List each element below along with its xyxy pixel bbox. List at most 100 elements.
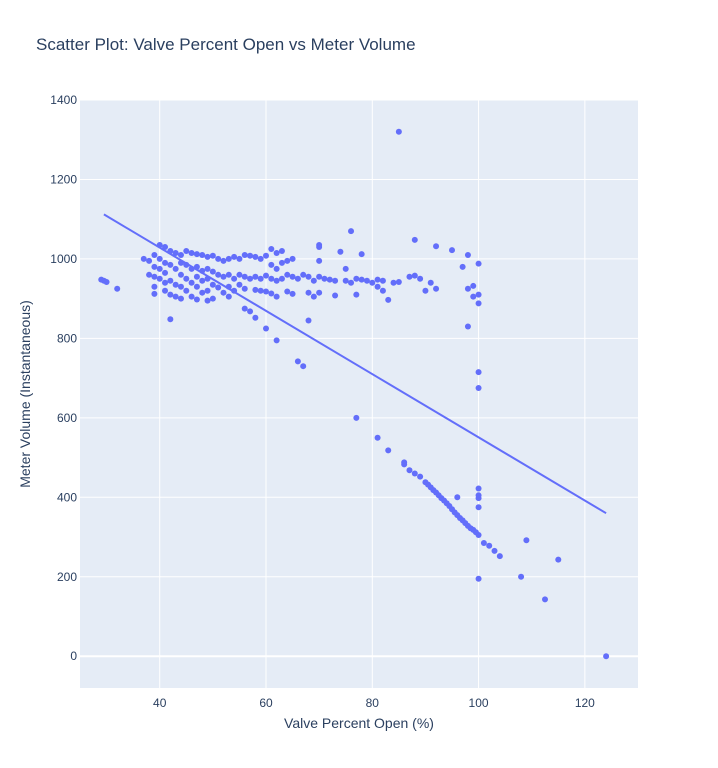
- scatter-point: [236, 281, 243, 288]
- x-tick-label: 60: [259, 696, 273, 710]
- scatter-point: [310, 277, 317, 284]
- scatter-point: [406, 273, 413, 280]
- scatter-point: [162, 259, 169, 266]
- scatter-point: [464, 251, 471, 258]
- scatter-point: [231, 275, 238, 282]
- x-axis-title: Valve Percent Open (%): [284, 715, 434, 731]
- scatter-point: [247, 275, 254, 282]
- y-tick-labels: 0 200 400 600 800 1000 1200 1400: [50, 93, 77, 663]
- scatter-point: [193, 296, 200, 303]
- scatter-point: [470, 293, 477, 300]
- scatter-point: [358, 276, 365, 283]
- scatter-point: [247, 308, 254, 315]
- scatter-point: [300, 271, 307, 278]
- scatter-point: [225, 271, 232, 278]
- scatter-point: [188, 249, 195, 256]
- scatter-point: [518, 573, 525, 580]
- scatter-point: [114, 285, 121, 292]
- y-tick-label: 1400: [50, 93, 77, 107]
- scatter-point: [475, 504, 482, 511]
- scatter-point: [263, 288, 269, 295]
- scatter-point: [486, 542, 493, 549]
- scatter-point: [273, 277, 280, 284]
- scatter-point: [284, 288, 291, 295]
- scatter-point: [215, 271, 222, 278]
- scatter-point: [252, 273, 259, 280]
- y-tick-label: 400: [57, 490, 77, 504]
- scatter-point: [273, 249, 280, 256]
- scatter-point: [496, 553, 503, 560]
- y-tick-label: 1200: [50, 172, 77, 186]
- scatter-point: [342, 277, 349, 284]
- scatter-point: [427, 279, 434, 286]
- scatter-point: [257, 255, 264, 262]
- scatter-point: [268, 261, 275, 268]
- scatter-point: [454, 494, 461, 501]
- scatter-point: [475, 291, 482, 298]
- scatter-point: [310, 293, 317, 300]
- scatter-point: [390, 279, 397, 286]
- scatter-point: [374, 283, 381, 290]
- scatter-point: [225, 293, 232, 300]
- scatter-point: [204, 287, 211, 294]
- scatter-point: [353, 291, 360, 298]
- scatter-point: [172, 281, 179, 288]
- scatter-point: [348, 228, 355, 235]
- scatter-point: [183, 275, 190, 282]
- x-tick-label: 40: [153, 696, 167, 710]
- scatter-point: [395, 278, 402, 285]
- scatter-point: [379, 277, 386, 284]
- trend-line-group: [103, 213, 607, 515]
- scatter-point: [263, 272, 269, 279]
- scatter-point: [342, 265, 349, 272]
- scatter-point: [188, 279, 195, 286]
- scatter-point: [151, 273, 158, 280]
- scatter-point: [475, 485, 482, 492]
- scatter-point: [167, 291, 174, 298]
- scatter-point: [294, 275, 301, 282]
- scatter-point: [199, 251, 206, 258]
- scatter-point: [204, 253, 211, 260]
- scatter-point: [151, 283, 158, 290]
- scatter-point: [167, 261, 174, 268]
- scatter-point: [374, 276, 381, 283]
- scatter-point: [209, 281, 216, 288]
- scatter-point: [167, 316, 174, 323]
- scatter-point: [162, 269, 169, 276]
- scatter-point: [284, 257, 291, 264]
- scatter-point: [209, 252, 216, 259]
- scatter-point: [172, 265, 179, 272]
- scatter-point: [305, 273, 312, 280]
- scatter-point: [475, 495, 482, 502]
- scatter-point: [209, 268, 216, 275]
- scatter-point: [523, 537, 530, 544]
- scatter-point: [305, 289, 312, 296]
- scatter-point: [464, 285, 471, 292]
- scatter-point: [172, 249, 179, 256]
- x-tick-labels: 40 60 80 100 120: [153, 696, 595, 710]
- y-gridlines: [80, 99, 638, 658]
- scatter-point: [401, 461, 408, 468]
- scatter-point: [252, 314, 259, 321]
- scatter-point: [247, 252, 254, 259]
- scatter-point: [555, 556, 562, 563]
- scatter-point: [257, 287, 264, 294]
- scatter-point: [464, 323, 471, 330]
- scatter-point: [417, 275, 424, 282]
- scatter-point: [358, 251, 365, 258]
- scatter-point: [316, 257, 323, 264]
- scatter-point: [353, 275, 360, 282]
- scatter-point: [199, 289, 206, 296]
- scatter-point: [542, 596, 548, 603]
- scatter-point: [156, 265, 163, 272]
- x-tick-label: 80: [366, 696, 380, 710]
- scatter-point: [305, 317, 312, 324]
- scatter-point: [278, 259, 285, 266]
- y-tick-label: 600: [57, 411, 77, 425]
- scatter-point: [475, 300, 482, 307]
- scatter-point: [162, 244, 169, 250]
- scatter-point: [268, 275, 275, 282]
- scatter-point: [236, 271, 243, 278]
- scatter-point: [316, 273, 323, 280]
- scatter-point: [199, 277, 206, 284]
